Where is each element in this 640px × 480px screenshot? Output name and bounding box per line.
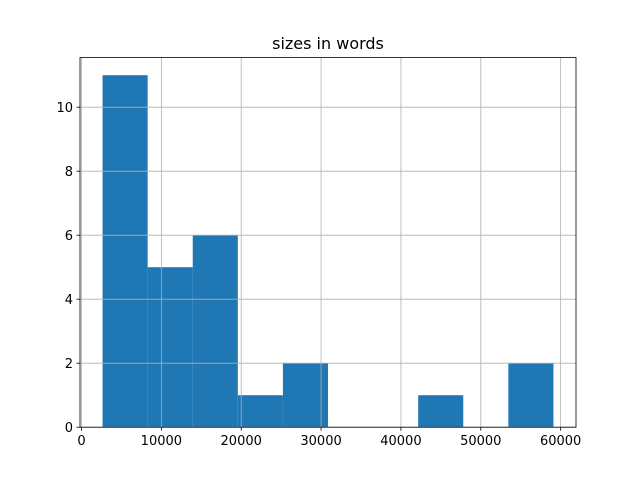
x-tick-label: 0	[77, 434, 85, 449]
bar	[282, 363, 329, 428]
x-tick-label: 40000	[380, 434, 421, 449]
y-tick-label: 0	[65, 421, 73, 436]
x-tick-label: 10000	[141, 434, 182, 449]
x-tick-label: 30000	[300, 434, 341, 449]
bar	[102, 75, 148, 428]
bar	[508, 363, 554, 428]
y-tick-label: 2	[65, 357, 73, 372]
y-tick-label: 6	[65, 229, 73, 244]
bar	[147, 267, 193, 428]
bar	[237, 395, 283, 428]
y-tick-label: 4	[65, 293, 73, 308]
chart-title: sizes in words	[272, 34, 384, 53]
bar	[418, 395, 464, 428]
y-tick-label: 10	[56, 101, 73, 116]
x-tick-label: 60000	[540, 434, 581, 449]
plot-frame	[79, 57, 577, 428]
x-tick-label: 50000	[460, 434, 501, 449]
y-tick-label: 8	[65, 165, 73, 180]
x-tick-label: 20000	[221, 434, 262, 449]
bar	[192, 235, 238, 428]
